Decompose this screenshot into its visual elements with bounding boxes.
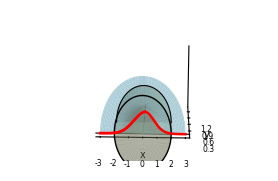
Y-axis label: y: y — [204, 130, 210, 140]
X-axis label: x: x — [139, 150, 145, 160]
